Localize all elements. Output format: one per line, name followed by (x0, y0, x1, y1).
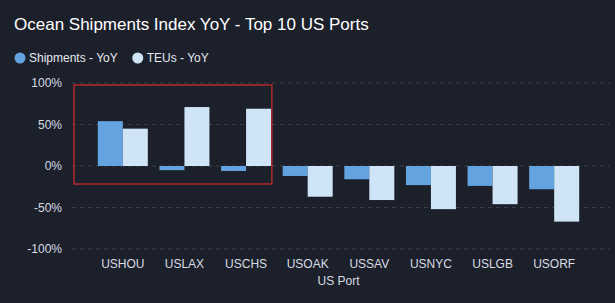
bar (468, 166, 493, 186)
bar (221, 166, 246, 171)
legend-label: TEUs - YoY (147, 51, 209, 65)
bar (529, 166, 554, 189)
y-tick-label: 0% (45, 159, 63, 173)
y-tick-label: 100% (31, 76, 62, 90)
x-tick-label: USHOU (101, 257, 144, 271)
x-axis-label: US Port (317, 274, 360, 288)
grid-line (72, 124, 610, 125)
x-tick-label: USOAK (287, 257, 329, 271)
bar (123, 129, 148, 166)
grid-line (72, 207, 610, 208)
bars (98, 107, 579, 222)
bar (554, 166, 579, 222)
y-tick-label: -100% (27, 242, 62, 256)
bar (184, 107, 209, 166)
grid-line (72, 249, 610, 250)
bar (159, 166, 184, 170)
x-tick-label: USORF (533, 257, 575, 271)
legend-swatch (132, 53, 143, 64)
bar (344, 166, 369, 179)
y-tick-label: 50% (38, 118, 62, 132)
legend-item: TEUs - YoY (132, 51, 209, 65)
bar (431, 166, 456, 209)
legend-label: Shipments - YoY (29, 51, 118, 65)
legend-item: Shipments - YoY (15, 51, 118, 65)
x-tick-label: USLGB (472, 257, 513, 271)
bar (369, 166, 394, 200)
chart: Ocean Shipments Index YoY - Top 10 US Po… (0, 0, 615, 303)
background (0, 0, 615, 303)
legend-swatch (15, 53, 26, 64)
bar (283, 166, 308, 176)
bar (406, 166, 431, 185)
highlight-box (74, 85, 272, 184)
grid-line (72, 83, 610, 84)
x-tick-label: USLAX (165, 257, 204, 271)
x-tick-label: USNYC (410, 257, 452, 271)
x-tick-label: USSAV (349, 257, 389, 271)
x-tick-label: USCHS (225, 257, 267, 271)
bar (246, 109, 271, 166)
bar (98, 121, 123, 166)
title: Ocean Shipments Index YoY - Top 10 US Po… (14, 15, 369, 34)
bar (308, 166, 333, 197)
y-tick-label: -50% (34, 201, 62, 215)
bar (493, 166, 518, 204)
